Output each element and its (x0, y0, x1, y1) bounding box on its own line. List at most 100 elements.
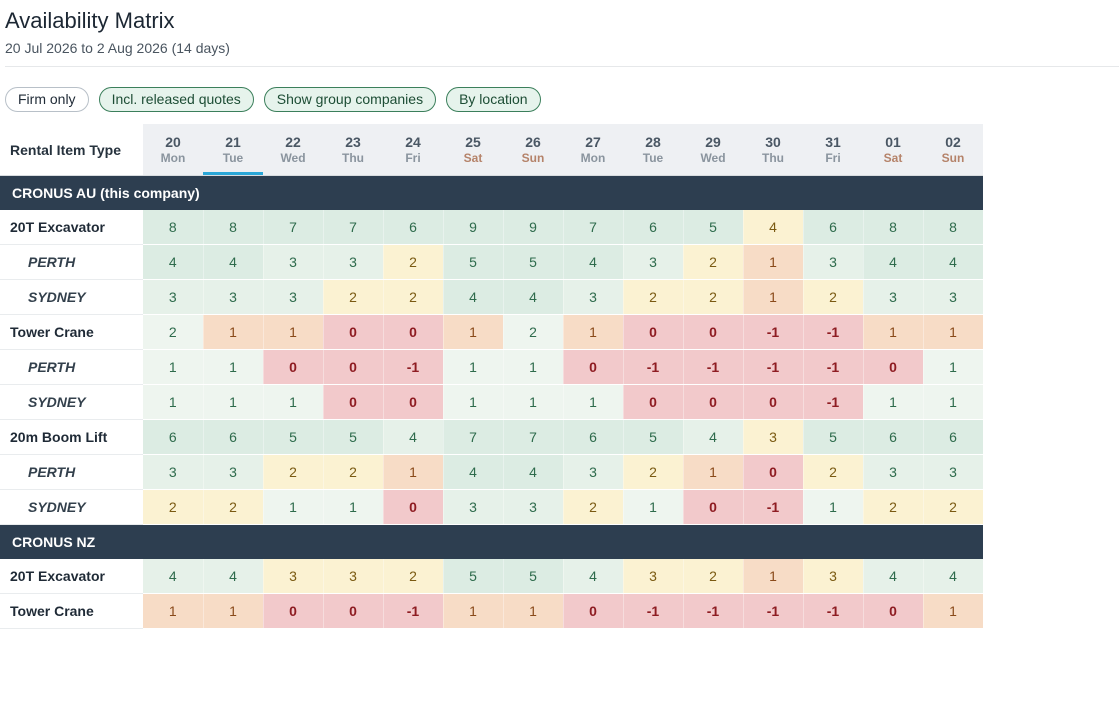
day-column-header[interactable]: 21 Tue (203, 124, 263, 176)
availability-cell[interactable]: 3 (623, 559, 684, 594)
day-column-header[interactable]: 01 Sat (863, 124, 923, 176)
item-row[interactable]: Tower Crane 2 1 1 0 0 1 2 1 0 0 -1 -1 1 1 (0, 314, 984, 350)
location-row[interactable]: SYDNEY 1 1 1 0 0 1 1 1 0 0 0 -1 1 1 (0, 384, 984, 420)
day-column-header[interactable]: 25 Sat (443, 124, 503, 176)
company-group-row[interactable]: CRONUS AU (this company) (0, 175, 983, 210)
incl-released-quotes-chip[interactable]: Incl. released quotes (98, 87, 254, 112)
item-row[interactable]: 20T Excavator 4 4 3 3 2 5 5 4 3 2 1 3 4 4 (0, 559, 984, 594)
availability-cell[interactable]: 4 (383, 419, 444, 455)
availability-cell[interactable]: -1 (383, 593, 444, 629)
location-row[interactable]: PERTH 3 3 2 2 1 4 4 3 2 1 0 2 3 3 (0, 454, 984, 490)
availability-cell[interactable]: 2 (383, 559, 444, 594)
availability-cell[interactable]: 1 (443, 314, 504, 350)
availability-cell[interactable]: 2 (323, 279, 384, 315)
item-row[interactable]: Tower Crane 1 1 0 0 -1 1 1 0 -1 -1 -1 -1 0 1 (0, 593, 984, 629)
availability-cell[interactable]: 4 (203, 244, 264, 280)
availability-cell[interactable]: 1 (263, 489, 324, 525)
availability-cell[interactable]: 3 (863, 279, 924, 315)
availability-cell[interactable]: 0 (563, 593, 624, 629)
availability-cell[interactable]: 1 (563, 384, 624, 420)
availability-cell[interactable]: 4 (143, 559, 204, 594)
day-column-header[interactable]: 30 Thu (743, 124, 803, 176)
availability-cell[interactable]: 2 (503, 314, 564, 350)
day-column-header[interactable]: 20 Mon (143, 124, 203, 176)
availability-cell[interactable]: 4 (143, 244, 204, 280)
availability-cell[interactable]: 1 (563, 314, 624, 350)
availability-cell[interactable]: -1 (743, 349, 804, 385)
availability-cell[interactable]: 2 (143, 489, 204, 525)
availability-cell[interactable]: 2 (143, 314, 204, 350)
availability-cell[interactable]: 4 (563, 559, 624, 594)
availability-cell[interactable]: 5 (263, 419, 324, 455)
availability-cell[interactable]: 5 (443, 244, 504, 280)
availability-cell[interactable]: 1 (923, 349, 984, 385)
day-column-header[interactable]: 23 Thu (323, 124, 383, 176)
item-row[interactable]: 20T Excavator 8 8 7 7 6 9 9 7 6 5 4 6 8 8 (0, 210, 984, 245)
availability-cell[interactable]: 0 (323, 314, 384, 350)
availability-cell[interactable]: 9 (443, 210, 504, 245)
location-row[interactable]: SYDNEY 3 3 3 2 2 4 4 3 2 2 1 2 3 3 (0, 279, 984, 315)
availability-cell[interactable]: 4 (443, 454, 504, 490)
availability-cell[interactable]: 0 (683, 384, 744, 420)
location-row[interactable]: PERTH 1 1 0 0 -1 1 1 0 -1 -1 -1 -1 0 1 (0, 349, 984, 385)
availability-cell[interactable]: 1 (263, 314, 324, 350)
availability-cell[interactable]: -1 (743, 489, 804, 525)
availability-cell[interactable]: 0 (743, 384, 804, 420)
availability-cell[interactable]: 3 (563, 279, 624, 315)
availability-cell[interactable]: 4 (443, 279, 504, 315)
availability-cell[interactable]: 4 (863, 244, 924, 280)
availability-cell[interactable]: 3 (323, 559, 384, 594)
availability-cell[interactable]: 7 (563, 210, 624, 245)
availability-cell[interactable]: 3 (203, 279, 264, 315)
availability-cell[interactable]: 2 (623, 454, 684, 490)
show-group-companies-chip[interactable]: Show group companies (263, 87, 437, 112)
availability-cell[interactable]: 6 (803, 210, 864, 245)
availability-cell[interactable]: 1 (143, 349, 204, 385)
availability-cell[interactable]: -1 (683, 349, 744, 385)
availability-cell[interactable]: 6 (383, 210, 444, 245)
availability-cell[interactable]: 5 (323, 419, 384, 455)
availability-cell[interactable]: 1 (203, 384, 264, 420)
availability-cell[interactable]: 1 (203, 593, 264, 629)
availability-cell[interactable]: 7 (503, 419, 564, 455)
availability-cell[interactable]: 8 (923, 210, 984, 245)
availability-cell[interactable]: -1 (383, 349, 444, 385)
availability-cell[interactable]: 3 (923, 454, 984, 490)
availability-cell[interactable]: 8 (203, 210, 264, 245)
availability-cell[interactable]: 4 (683, 419, 744, 455)
day-column-header[interactable]: 31 Fri (803, 124, 863, 176)
availability-cell[interactable]: 8 (863, 210, 924, 245)
availability-cell[interactable]: 4 (863, 559, 924, 594)
availability-cell[interactable]: 5 (443, 559, 504, 594)
availability-cell[interactable]: 2 (923, 489, 984, 525)
availability-cell[interactable]: 1 (263, 384, 324, 420)
company-group-row[interactable]: CRONUS NZ (0, 524, 983, 559)
availability-cell[interactable]: 0 (623, 314, 684, 350)
availability-cell[interactable]: 4 (923, 244, 984, 280)
availability-cell[interactable]: 1 (203, 349, 264, 385)
availability-cell[interactable]: 1 (743, 244, 804, 280)
availability-cell[interactable]: 0 (563, 349, 624, 385)
availability-cell[interactable]: 3 (263, 559, 324, 594)
availability-cell[interactable]: 7 (443, 419, 504, 455)
availability-cell[interactable]: 1 (923, 384, 984, 420)
availability-cell[interactable]: -1 (743, 314, 804, 350)
availability-cell[interactable]: 1 (803, 489, 864, 525)
availability-cell[interactable]: 6 (203, 419, 264, 455)
availability-cell[interactable]: 1 (503, 593, 564, 629)
availability-cell[interactable]: 1 (143, 593, 204, 629)
availability-cell[interactable]: 3 (263, 279, 324, 315)
availability-cell[interactable]: 5 (683, 210, 744, 245)
availability-cell[interactable]: 2 (383, 279, 444, 315)
availability-cell[interactable]: 3 (503, 489, 564, 525)
availability-cell[interactable]: -1 (743, 593, 804, 629)
availability-cell[interactable]: 6 (143, 419, 204, 455)
availability-cell[interactable]: 2 (803, 454, 864, 490)
availability-cell[interactable]: 6 (563, 419, 624, 455)
availability-cell[interactable]: 1 (443, 593, 504, 629)
availability-cell[interactable]: 1 (503, 384, 564, 420)
availability-cell[interactable]: 0 (323, 384, 384, 420)
availability-cell[interactable]: 0 (683, 489, 744, 525)
day-column-header[interactable]: 27 Mon (563, 124, 623, 176)
availability-cell[interactable]: 9 (503, 210, 564, 245)
